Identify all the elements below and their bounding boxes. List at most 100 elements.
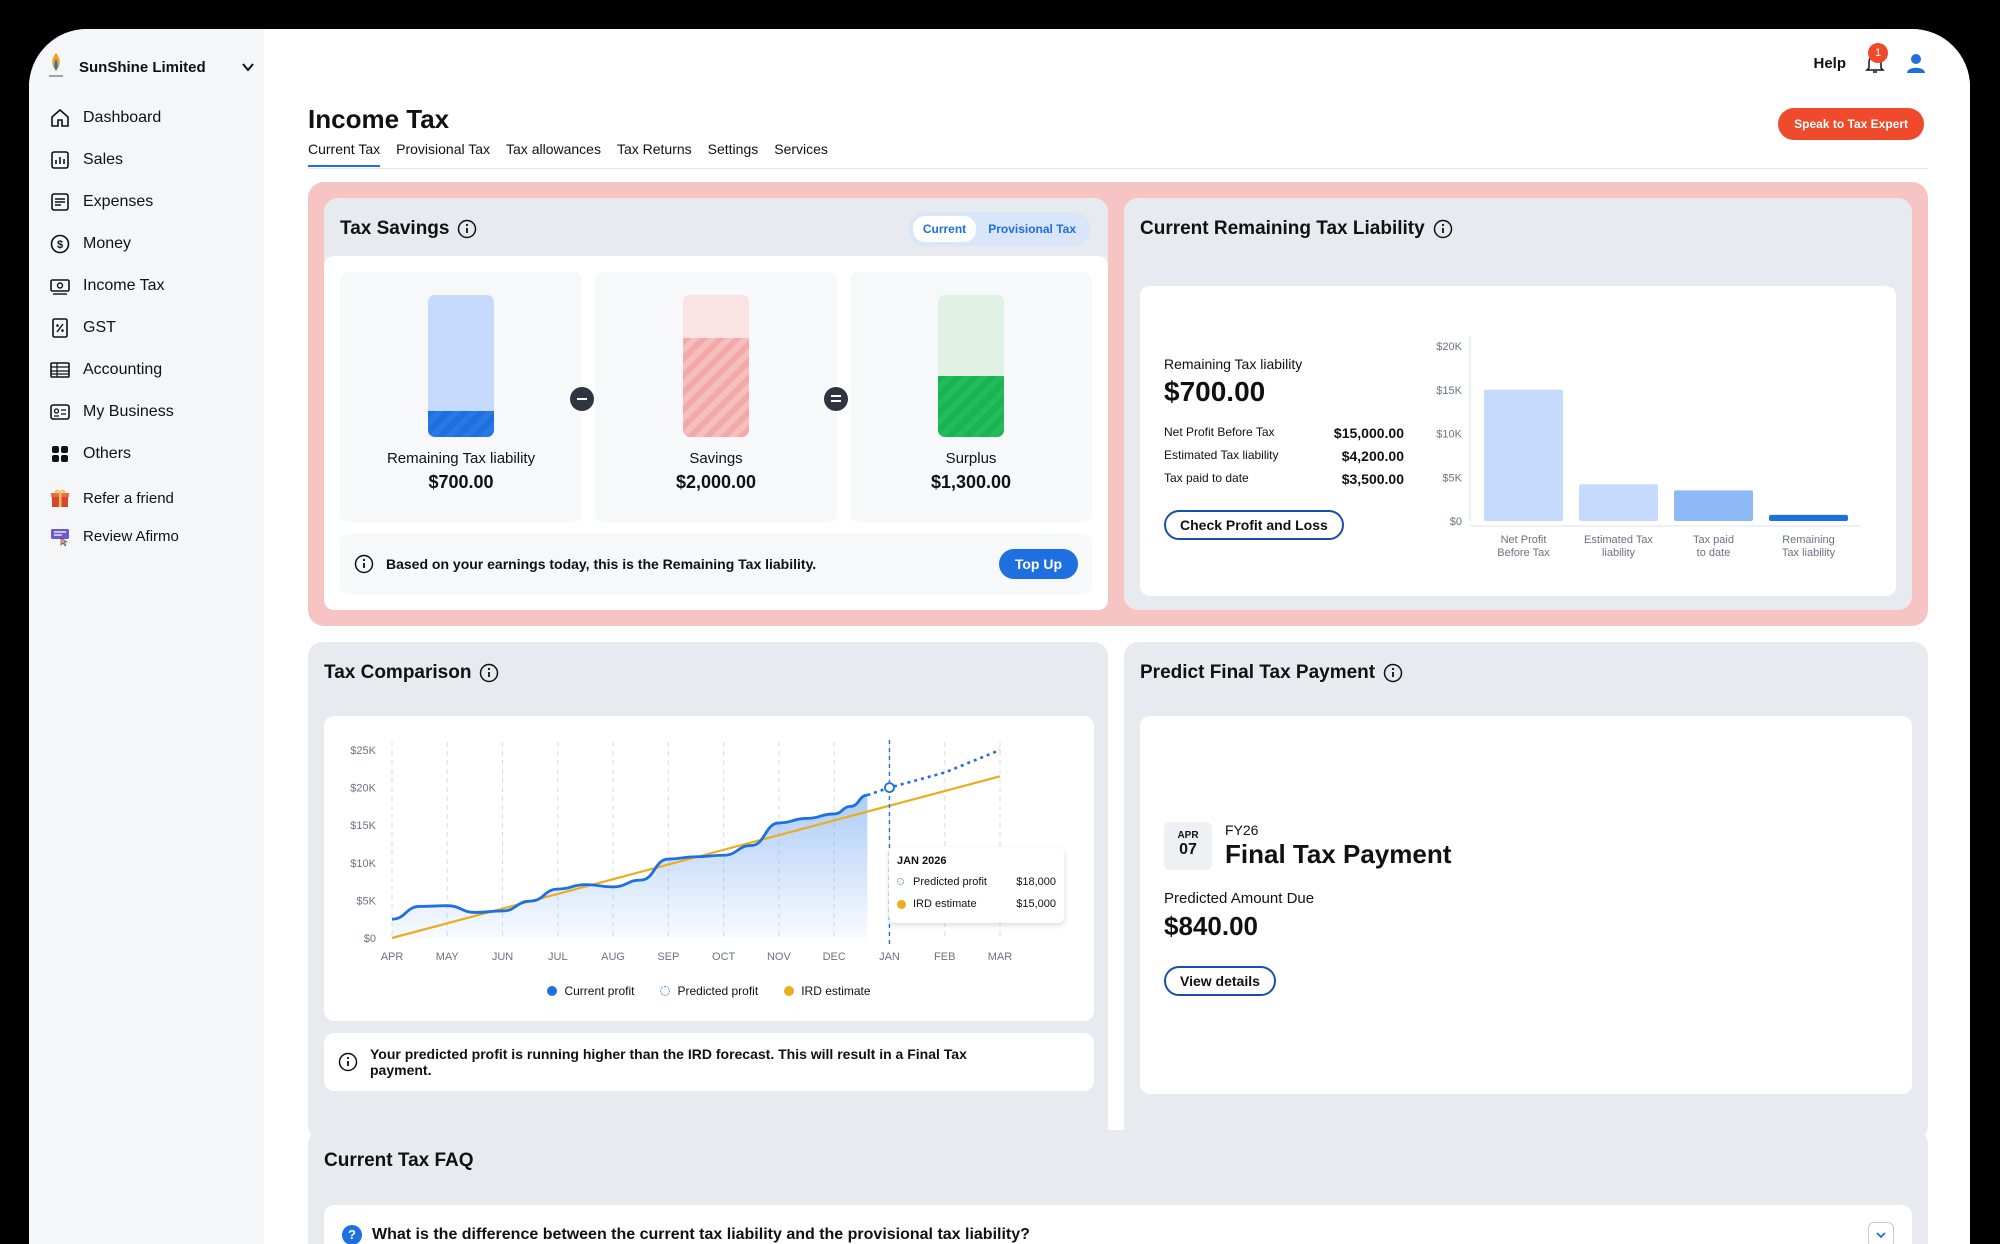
company-logo-icon xyxy=(45,51,67,83)
info-icon[interactable] xyxy=(479,663,499,683)
predicted-profit-dot-icon xyxy=(660,986,671,996)
date-day: 07 xyxy=(1179,841,1197,858)
remaining-liability-fill xyxy=(428,411,494,437)
predict-final-tax-card: Predict Final Tax Payment APR 07 FY26 Fi… xyxy=(1124,642,1928,1140)
savings-notice: Based on your earnings today, this is th… xyxy=(340,534,1092,594)
expand-chevron-icon[interactable] xyxy=(1868,1222,1894,1244)
tab-provisional-tax[interactable]: Provisional Tax xyxy=(396,141,491,157)
tab-services[interactable]: Services xyxy=(774,141,828,157)
date-month: APR xyxy=(1177,830,1199,841)
card-header: Tax Comparison xyxy=(324,662,499,684)
tooltip-predicted-value: $18,000 xyxy=(1016,876,1056,888)
sidebar-item-gst[interactable]: GST xyxy=(47,307,252,349)
info-icon[interactable] xyxy=(1433,219,1453,239)
info-icon xyxy=(338,1052,358,1072)
sidebar-item-label: Money xyxy=(83,235,132,252)
current-profit-area xyxy=(392,795,868,938)
sidebar-item-expenses[interactable]: Expenses xyxy=(47,181,252,223)
y-tick-label: $5K xyxy=(1442,472,1462,484)
gift-icon xyxy=(51,489,69,507)
predicted-dot-icon xyxy=(897,878,904,885)
highlight-region: Tax Savings Current Provisional Tax Rema… xyxy=(308,182,1928,626)
view-details-button[interactable]: View details xyxy=(1164,966,1276,996)
x-tick-label: Tax liability xyxy=(1782,547,1836,559)
row-value: $15,000.00 xyxy=(1333,425,1404,441)
x-tick-label: JAN xyxy=(879,951,900,963)
liability-row: Estimated Tax liability $4,200.00 xyxy=(1164,448,1404,464)
y-tick-label: $20K xyxy=(1436,341,1462,353)
surplus-bar xyxy=(938,295,1004,437)
sidebar-item-label: Refer a friend xyxy=(83,489,174,507)
toggle-provisional-tax[interactable]: Provisional Tax xyxy=(988,222,1076,236)
company-name: SunShine Limited xyxy=(79,58,206,76)
metric-label: Remaining Tax liability xyxy=(386,450,536,467)
remaining-tax-liability-card: Current Remaining Tax Liability Remainin… xyxy=(1124,198,1912,610)
sidebar: SunShine Limited Dashboard Sales Expense… xyxy=(29,29,264,1244)
sidebar-item-dashboard[interactable]: Dashboard xyxy=(47,97,252,139)
x-tick-label: OCT xyxy=(712,951,736,963)
legend-ird-estimate[interactable]: IRD estimate xyxy=(784,984,871,998)
sidebar-item-money[interactable]: $ Money xyxy=(47,223,252,265)
predict-body: APR 07 FY26 Final Tax Payment Predicted … xyxy=(1140,716,1912,1094)
card-header: Predict Final Tax Payment xyxy=(1140,662,1403,684)
help-link[interactable]: Help xyxy=(1813,54,1846,72)
remaining-liability-value: $700.00 xyxy=(1164,376,1266,407)
x-tick-label: liability xyxy=(1602,547,1636,559)
tab-tax-returns[interactable]: Tax Returns xyxy=(616,141,692,157)
tab-tax-allowances[interactable]: Tax allowances xyxy=(506,141,601,157)
info-icon[interactable] xyxy=(457,219,477,239)
tab-settings[interactable]: Settings xyxy=(707,141,759,157)
x-tick-label: MAY xyxy=(436,951,460,963)
sidebar-item-others[interactable]: Others xyxy=(47,433,252,475)
svg-text:$: $ xyxy=(57,239,63,251)
current-profit-dot-icon xyxy=(547,986,558,996)
sidebar-item-refer-friend[interactable]: Refer a friend xyxy=(47,479,252,517)
sidebar-item-income-tax[interactable]: Income Tax xyxy=(47,265,252,307)
legend-predicted-profit[interactable]: Predicted profit xyxy=(660,984,758,998)
check-profit-and-loss-button[interactable]: Check Profit and Loss xyxy=(1164,510,1344,540)
company-switcher[interactable]: SunShine Limited xyxy=(45,47,255,87)
row-label: Net Profit Before Tax xyxy=(1164,425,1275,439)
savings-box: Savings $2,000.00 xyxy=(595,272,837,522)
sidebar-item-my-business[interactable]: My Business xyxy=(47,391,252,433)
faq-question-row[interactable]: ? What is the difference between the cur… xyxy=(324,1205,1912,1244)
y-tick-label: $15K xyxy=(1436,385,1462,397)
comparison-chart-body: APR MAY JUN JUL AUG SEP OCT NOV DEC JAN FEB MAR $0 $5… xyxy=(324,716,1094,1021)
percent-doc-icon xyxy=(52,318,68,338)
grid-icon xyxy=(52,446,68,462)
notice-text: Based on your earnings today, this is th… xyxy=(386,556,817,572)
user-avatar-icon[interactable] xyxy=(1904,51,1928,75)
minus-icon xyxy=(570,387,594,411)
sidebar-item-accounting[interactable]: Accounting xyxy=(47,349,252,391)
x-tick-label: Net Profit xyxy=(1501,534,1547,546)
y-tick-label: $10K xyxy=(1436,429,1462,441)
y-tick-label: $20K xyxy=(350,783,376,795)
notifications-button[interactable]: 1 xyxy=(1864,43,1888,75)
sidebar-nav: Dashboard Sales Expenses $ Money Income … xyxy=(47,97,252,475)
notification-count-badge: 1 xyxy=(1868,43,1888,63)
top-up-button[interactable]: Top Up xyxy=(998,549,1078,579)
sidebar-item-review-afirmo[interactable]: Review Afirmo xyxy=(47,517,252,555)
sidebar-item-label: Expenses xyxy=(83,193,154,210)
sidebar-extras: Refer a friend Review Afirmo xyxy=(47,479,252,555)
current-profit-line xyxy=(391,793,868,921)
sidebar-item-sales[interactable]: Sales xyxy=(47,139,252,181)
faq-title: Current Tax FAQ xyxy=(324,1150,474,1171)
info-icon[interactable] xyxy=(1383,663,1403,683)
metric-label: Surplus xyxy=(945,450,997,467)
y-tick-label: $15K xyxy=(350,820,376,832)
savings-fill xyxy=(683,337,749,437)
sidebar-item-label: Dashboard xyxy=(83,109,162,126)
cash-icon xyxy=(50,279,70,295)
chevron-down-icon xyxy=(242,63,254,72)
toggle-current[interactable]: Current xyxy=(912,216,977,242)
card-title: Tax Comparison xyxy=(324,662,472,683)
x-tick-label: NOV xyxy=(767,951,792,963)
speak-to-tax-expert-button[interactable]: Speak to Tax Expert xyxy=(1778,108,1924,140)
x-tick-label: JUL xyxy=(548,951,568,963)
tab-current-tax[interactable]: Current Tax xyxy=(308,141,381,167)
chart-legend: Current profit Predicted profit IRD esti… xyxy=(324,984,1094,998)
x-tick-label: MAR xyxy=(988,951,1013,963)
dollar-icon: $ xyxy=(50,234,70,254)
legend-current-profit[interactable]: Current profit xyxy=(547,984,634,998)
